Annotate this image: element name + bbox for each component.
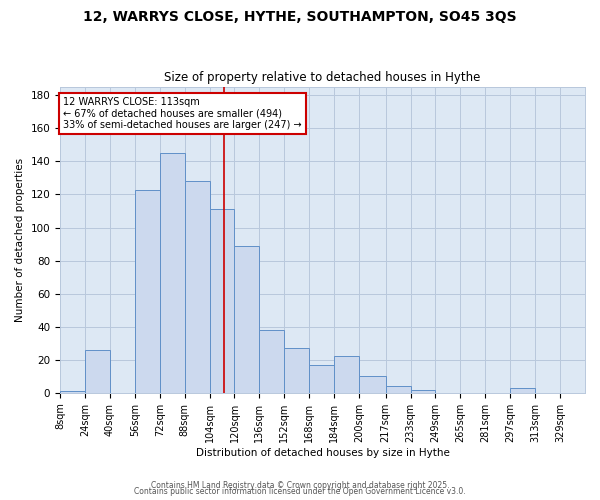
Bar	[185, 182, 209, 393]
Title: Size of property relative to detached houses in Hythe: Size of property relative to detached ho…	[164, 72, 481, 85]
Text: 12, WARRYS CLOSE, HYTHE, SOUTHAMPTON, SO45 3QS: 12, WARRYS CLOSE, HYTHE, SOUTHAMPTON, SO…	[83, 10, 517, 24]
Bar	[359, 376, 386, 393]
Bar	[135, 190, 160, 393]
Y-axis label: Number of detached properties: Number of detached properties	[15, 158, 25, 322]
Bar	[259, 330, 284, 393]
Bar	[410, 390, 436, 393]
Bar	[334, 356, 359, 393]
Bar	[309, 364, 334, 393]
X-axis label: Distribution of detached houses by size in Hythe: Distribution of detached houses by size …	[196, 448, 449, 458]
Bar	[160, 153, 185, 393]
Bar	[386, 386, 410, 393]
Text: 12 WARRYS CLOSE: 113sqm
← 67% of detached houses are smaller (494)
33% of semi-d: 12 WARRYS CLOSE: 113sqm ← 67% of detache…	[63, 97, 302, 130]
Bar	[209, 210, 235, 393]
Text: Contains public sector information licensed under the Open Government Licence v3: Contains public sector information licen…	[134, 487, 466, 496]
Bar	[510, 388, 535, 393]
Bar	[85, 350, 110, 393]
Bar	[60, 391, 85, 393]
Text: Contains HM Land Registry data © Crown copyright and database right 2025.: Contains HM Land Registry data © Crown c…	[151, 481, 449, 490]
Bar	[284, 348, 309, 393]
Bar	[235, 246, 259, 393]
